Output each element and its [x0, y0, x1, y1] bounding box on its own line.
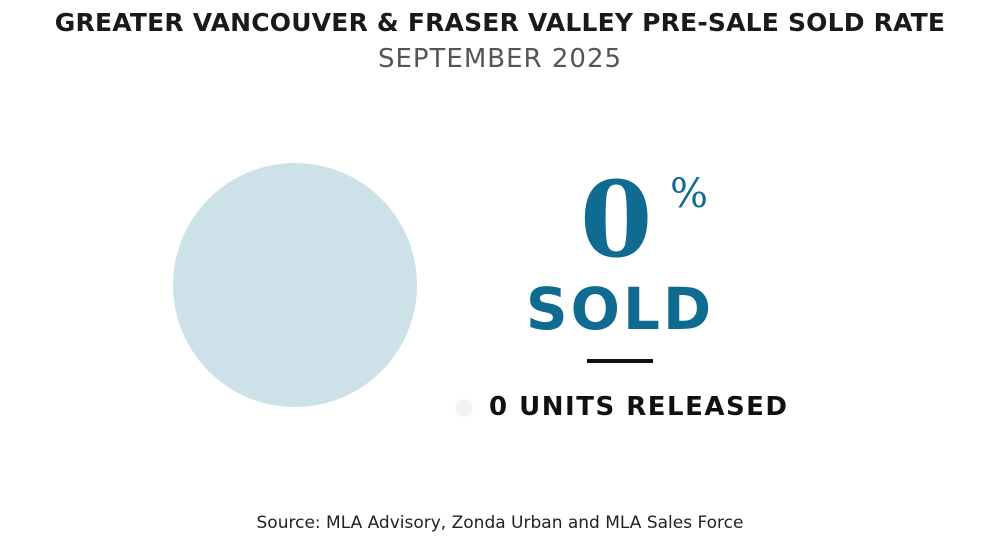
- sold-label: SOLD: [525, 275, 715, 343]
- sold-rate-pie-chart: [173, 163, 417, 407]
- units-released-label: UNITS RELEASED: [519, 392, 789, 422]
- percent-sign: %: [670, 171, 709, 217]
- chart-title: GREATER VANCOUVER & FRASER VALLEY PRE-SA…: [54, 8, 946, 37]
- divider: [587, 359, 653, 363]
- chart-subtitle: SEPTEMBER 2025: [377, 44, 623, 74]
- sold-percent-value: 0: [580, 158, 653, 281]
- units-released: 0 UNITS RELEASED: [489, 391, 789, 423]
- legend-swatch: [455, 399, 473, 417]
- pie-slice-unsold: [173, 163, 417, 407]
- units-released-value: 0: [489, 392, 509, 422]
- sold-percent: 0 %: [500, 168, 740, 278]
- source-note: Source: MLA Advisory, Zonda Urban and ML…: [256, 513, 744, 533]
